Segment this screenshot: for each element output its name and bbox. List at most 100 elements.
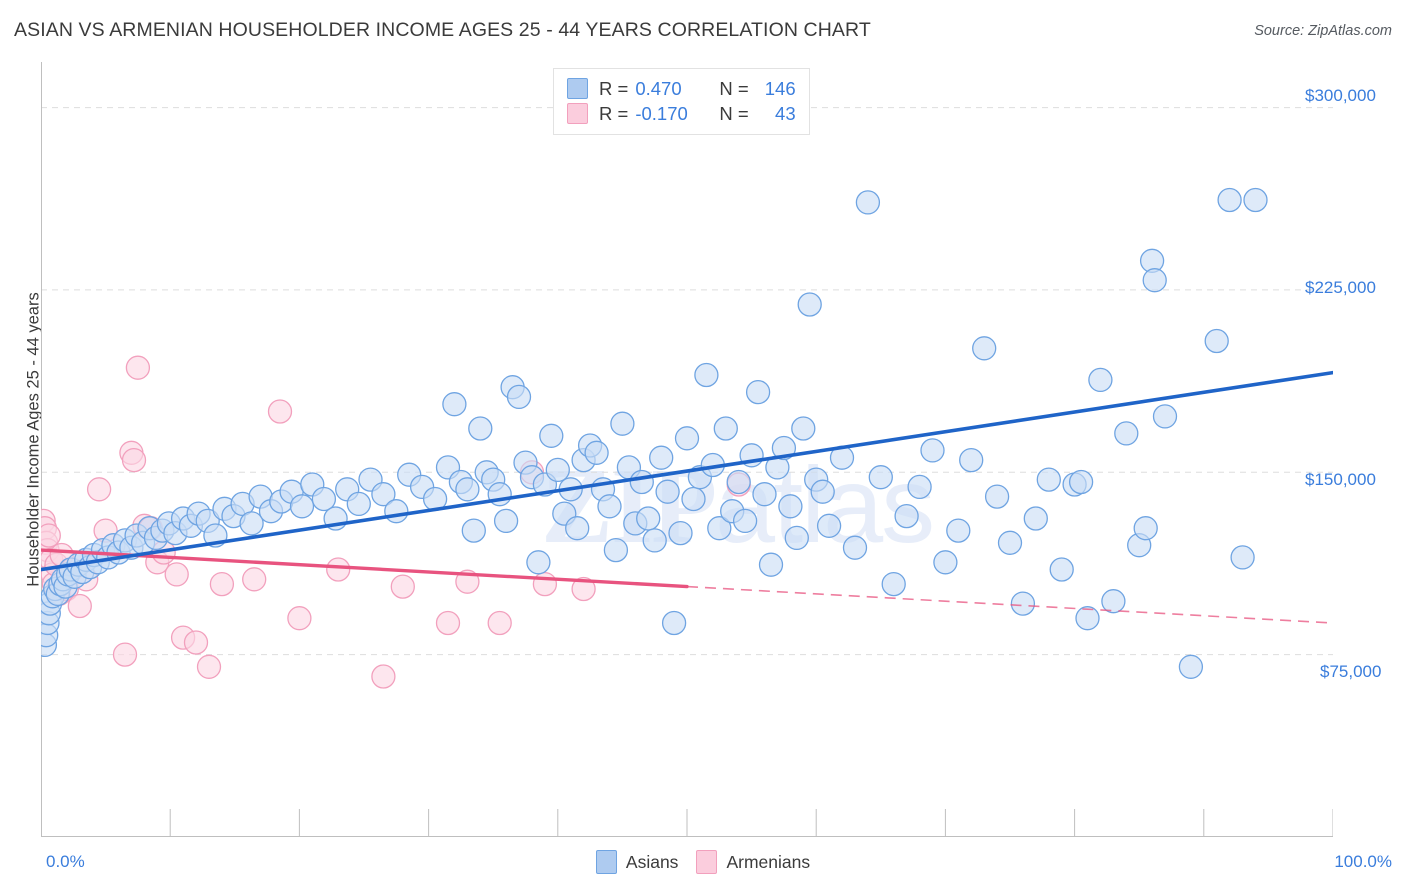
- correlation-legend: R = 0.470 N = 146 R = -0.170 N = 43: [553, 68, 810, 135]
- data-point: [636, 506, 661, 531]
- data-point: [346, 491, 371, 517]
- data-point: [1023, 506, 1048, 531]
- data-point: [1152, 404, 1178, 429]
- data-point: [881, 571, 906, 597]
- data-point: [984, 484, 1010, 509]
- data-point: [713, 416, 738, 441]
- data-point: [112, 642, 138, 667]
- legend-color-armenians: [696, 850, 718, 874]
- data-point: [946, 518, 971, 543]
- data-point: [532, 571, 558, 597]
- plot-area: ZIPatlas: [41, 62, 1333, 837]
- data-point: [649, 445, 674, 470]
- data-point: [997, 530, 1023, 555]
- data-point: [694, 362, 719, 388]
- n-label-armenians: N =: [719, 102, 749, 124]
- armenians-trendline-solid: [41, 548, 689, 589]
- n-label-asians: N =: [719, 77, 749, 99]
- data-point: [565, 516, 590, 541]
- data-point: [597, 494, 622, 519]
- data-point: [442, 392, 467, 417]
- data-point: [1142, 268, 1167, 293]
- data-point: [784, 525, 809, 551]
- data-point: [661, 610, 687, 636]
- x-tick-label-max: 100.0%: [1334, 852, 1392, 871]
- data-point: [121, 447, 147, 473]
- data-point: [629, 469, 654, 495]
- data-point: [778, 494, 803, 519]
- data-point: [1088, 367, 1113, 393]
- data-point: [907, 474, 932, 500]
- data-point: [972, 336, 997, 361]
- n-value-asians: 146: [764, 77, 796, 99]
- data-point: [1114, 421, 1139, 446]
- data-point: [1049, 557, 1074, 582]
- data-point: [86, 477, 112, 502]
- data-point: [1010, 591, 1036, 616]
- asians-trendline: [41, 370, 1333, 572]
- data-point: [311, 486, 337, 512]
- data-point: [371, 482, 396, 507]
- data-point: [455, 477, 480, 502]
- data-point: [668, 520, 693, 546]
- r-label-asians: R =: [599, 77, 629, 99]
- data-point: [791, 416, 816, 441]
- y-tick-label-300000: $300,000: [1305, 86, 1376, 105]
- page-title: ASIAN VS ARMENIAN HOUSEHOLDER INCOME AGE…: [14, 19, 871, 41]
- scatter-svg: [41, 62, 1333, 837]
- data-point: [67, 593, 92, 619]
- data-point: [726, 469, 751, 495]
- r-value-asians: 0.470: [635, 77, 682, 99]
- data-point: [1036, 467, 1061, 492]
- data-point: [289, 494, 315, 519]
- armenians-trendline-dashed: [686, 585, 1333, 624]
- legend-color-asians: [595, 850, 617, 874]
- y-tick-label-150000: $150,000: [1305, 470, 1376, 489]
- data-point: [1243, 187, 1268, 213]
- data-point: [545, 457, 570, 483]
- data-point: [539, 423, 564, 448]
- data-point: [164, 562, 189, 587]
- data-point: [610, 411, 635, 436]
- data-point: [183, 630, 209, 655]
- data-point: [493, 508, 519, 534]
- data-point: [674, 426, 700, 451]
- data-point: [267, 399, 293, 424]
- data-point: [468, 416, 493, 441]
- data-point: [933, 550, 958, 575]
- data-point: [239, 511, 264, 536]
- data-point: [390, 574, 415, 599]
- data-point: [758, 552, 784, 577]
- data-point: [287, 606, 312, 631]
- data-point: [242, 567, 267, 592]
- data-point: [868, 465, 893, 490]
- data-point: [707, 516, 732, 541]
- data-point: [571, 576, 596, 602]
- data-point: [1101, 589, 1126, 614]
- series-legend: Asians Armenians: [0, 850, 1406, 874]
- asians-points: [41, 187, 1268, 679]
- legend-swatch-armenians: [567, 103, 588, 124]
- n-value-armenians: 43: [775, 102, 796, 124]
- legend-row-asians: R = 0.470 N = 146: [567, 76, 796, 101]
- data-point: [732, 508, 758, 534]
- data-point: [745, 379, 771, 405]
- legend-item-armenians[interactable]: Armenians: [696, 850, 810, 874]
- data-point: [816, 513, 842, 538]
- legend-label-armenians: Armenians: [726, 851, 811, 872]
- data-point: [681, 486, 706, 512]
- data-point: [461, 518, 486, 543]
- data-point: [584, 440, 609, 465]
- data-point: [1204, 328, 1229, 354]
- data-point: [1217, 187, 1242, 213]
- data-point: [894, 503, 919, 529]
- data-point: [435, 610, 461, 636]
- data-point: [209, 571, 235, 597]
- data-point: [842, 535, 868, 560]
- data-point: [642, 528, 667, 553]
- data-point: [371, 664, 396, 689]
- source-attribution: Source: ZipAtlas.com: [1254, 23, 1392, 39]
- legend-item-asians[interactable]: Asians: [595, 850, 678, 874]
- x-tick-label-min: 0.0%: [46, 852, 85, 871]
- data-point: [1133, 516, 1158, 541]
